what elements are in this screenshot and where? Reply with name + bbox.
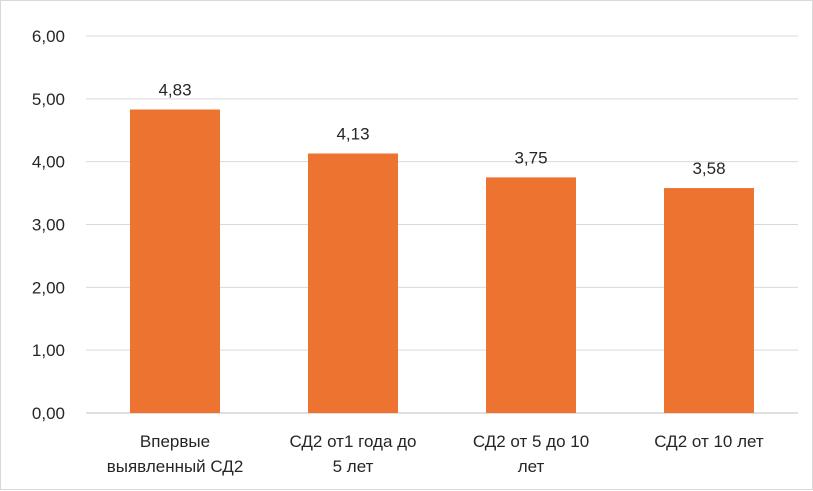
category-label: Впервые [140, 432, 210, 451]
y-tick-label: 5,00 [32, 90, 65, 109]
category-label: СД2 от 5 до 10 [473, 432, 589, 451]
data-label: 3,75 [514, 148, 547, 167]
y-tick-label: 0,00 [32, 404, 65, 423]
data-label: 4,13 [336, 124, 369, 143]
y-tick-label: 1,00 [32, 341, 65, 360]
category-label: СД2 от 10 лет [654, 432, 764, 451]
x-axis-category-labels: Впервые выявленный СД2 СД2 от1 года до 5 ле… [107, 432, 764, 476]
category-label: лет [518, 457, 545, 476]
data-label: 4,83 [158, 81, 191, 100]
data-labels: 4,83 4,13 3,75 3,58 [158, 81, 725, 179]
bars [130, 109, 754, 413]
bar [308, 153, 398, 413]
category-label: СД2 от1 года до [289, 432, 416, 451]
category-label: выявленный СД2 [107, 457, 244, 476]
y-tick-label: 6,00 [32, 27, 65, 46]
y-axis-tick-labels: 0,00 1,00 2,00 3,00 4,00 5,00 6,00 [32, 27, 65, 423]
bar [664, 188, 754, 413]
y-tick-label: 3,00 [32, 216, 65, 235]
y-tick-label: 4,00 [32, 153, 65, 172]
data-label: 3,58 [692, 159, 725, 178]
bar [130, 109, 220, 413]
bar [486, 177, 576, 413]
category-label: 5 лет [333, 457, 374, 476]
y-tick-label: 2,00 [32, 278, 65, 297]
